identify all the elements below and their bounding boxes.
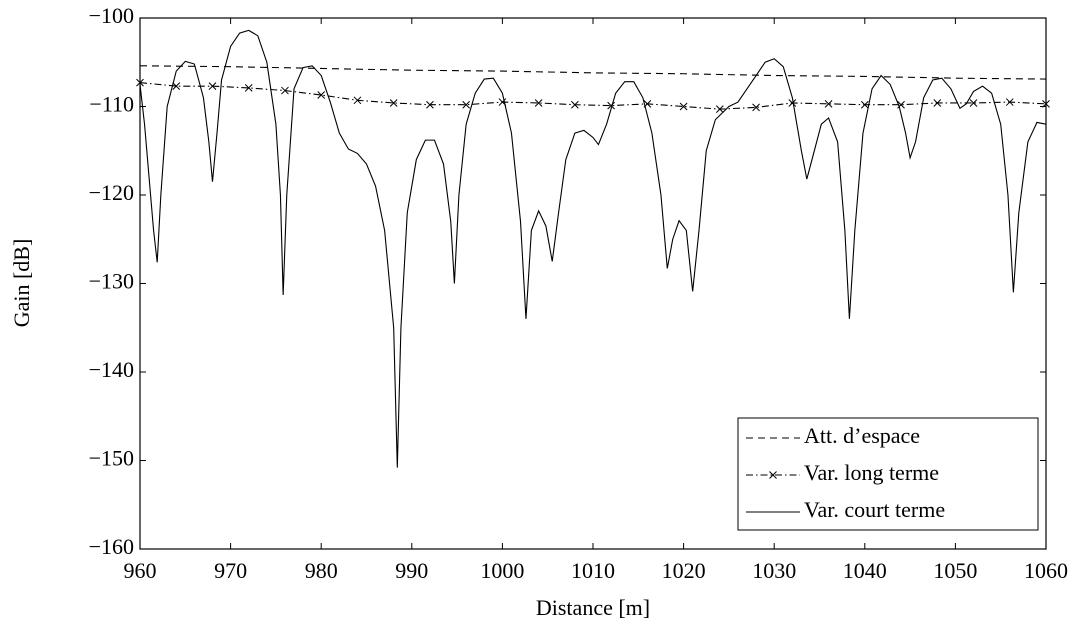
x-tick-label: 1050 bbox=[933, 558, 977, 583]
marker bbox=[281, 86, 289, 95]
marker bbox=[317, 91, 326, 99]
x-tick-label: 1010 bbox=[571, 558, 615, 583]
x-tick-label: 1020 bbox=[662, 558, 706, 583]
marker bbox=[389, 99, 398, 107]
x-tick-label: 1040 bbox=[843, 558, 887, 583]
marker bbox=[715, 105, 724, 114]
marker bbox=[824, 99, 833, 108]
x-tick-label: 980 bbox=[305, 558, 338, 583]
marker bbox=[933, 99, 942, 107]
series-line bbox=[140, 29, 1046, 468]
marker bbox=[679, 102, 688, 111]
marker bbox=[353, 96, 362, 105]
legend-label: Var. court terme bbox=[804, 497, 945, 522]
marker bbox=[860, 100, 869, 109]
legend-marker bbox=[769, 471, 777, 479]
marker bbox=[752, 103, 760, 112]
plot-frame bbox=[139, 17, 1047, 550]
marker bbox=[426, 100, 434, 109]
x-tick-label: 1030 bbox=[752, 558, 796, 583]
marker bbox=[208, 82, 217, 90]
marker bbox=[897, 100, 905, 109]
marker bbox=[244, 84, 253, 92]
marker bbox=[1005, 98, 1014, 106]
y-tick-label: −100 bbox=[89, 3, 134, 28]
marker bbox=[607, 101, 615, 110]
x-tick-label: 990 bbox=[395, 558, 428, 583]
marker bbox=[969, 99, 978, 107]
series-line bbox=[140, 82, 1046, 110]
y-tick-label: −150 bbox=[89, 446, 134, 471]
marker bbox=[172, 82, 181, 90]
x-tick-label: 960 bbox=[124, 558, 157, 583]
x-tick-label: 970 bbox=[214, 558, 247, 583]
y-tick-label: −140 bbox=[89, 357, 134, 382]
y-tick-label: −120 bbox=[89, 180, 134, 205]
y-tick-label: −110 bbox=[89, 92, 134, 117]
marker bbox=[462, 100, 471, 109]
y-axis-label: Gain [dB] bbox=[9, 239, 34, 328]
y-tick-label: −160 bbox=[89, 534, 134, 559]
marker bbox=[788, 99, 797, 107]
legend-label: Var. long terme bbox=[804, 460, 939, 485]
x-axis-label: Distance [m] bbox=[536, 595, 650, 620]
series-line bbox=[140, 65, 1046, 80]
legend-label: Att. d’espace bbox=[804, 423, 920, 448]
marker bbox=[571, 100, 579, 109]
x-tick-label: 1000 bbox=[480, 558, 524, 583]
marker bbox=[534, 99, 543, 107]
legend-box bbox=[737, 417, 1039, 531]
y-tick-label: −130 bbox=[89, 269, 134, 294]
x-tick-label: 1060 bbox=[1024, 558, 1068, 583]
